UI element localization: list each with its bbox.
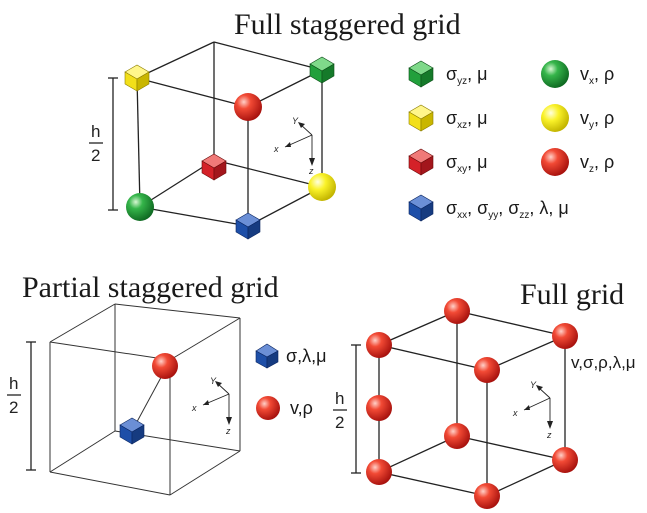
sphere-marker-green-vx (126, 193, 154, 221)
full-grid-sphere (444, 298, 470, 324)
axis-y-label: Y (292, 116, 299, 126)
full-grid-sphere (366, 332, 392, 358)
legend-label-syz: σyz, μ (446, 64, 487, 87)
two-label: 2 (91, 146, 100, 165)
partial-h-half-marker: h 2 (7, 341, 36, 471)
title-full-staggered: Full staggered grid (234, 8, 461, 41)
legend-partial: σ,λ,μ v,ρ (255, 343, 326, 420)
h-label: h (91, 122, 100, 141)
partial-two-label: 2 (9, 398, 18, 417)
legend-label-sxy: σxy, μ (446, 152, 487, 175)
full-grid-axes: Y x z (512, 380, 553, 440)
cube-marker-red-sxy (201, 153, 227, 181)
legend-partial-cube-blue (255, 343, 279, 369)
legend-sphere-red (541, 148, 569, 176)
partial-axis-y-label: Y (210, 376, 217, 386)
partial-axis-x-label: x (191, 403, 197, 413)
axis-z-label: z (308, 166, 314, 176)
legend-sphere-green (541, 60, 569, 88)
legend-sphere-yellow (541, 104, 569, 132)
sphere-marker-yellow-vy (308, 173, 336, 201)
legend-label-vz: vz, ρ (580, 152, 614, 175)
legend-label-sdiag: σxx, σyy, σzz, λ, μ (446, 198, 569, 221)
axis-x-label: x (273, 144, 279, 154)
axes: Y x z (273, 116, 315, 176)
full-grid-cube: h 2 Y x z (333, 298, 578, 509)
legend-label-vx: vx, ρ (580, 64, 614, 87)
legend-label-sxz: σxz, μ (446, 108, 487, 131)
cube-marker-green-syz (309, 56, 335, 84)
cube-front-edges (136, 41, 323, 227)
cube-back-edges (139, 41, 323, 208)
legend-full-grid-label: v,σ,ρ,λ,μ (571, 353, 636, 372)
full-grid-sphere (366, 395, 392, 421)
full-grid-sphere (474, 483, 500, 509)
sphere-marker-red-vz (234, 93, 262, 121)
partial-axes: Y x z (191, 376, 232, 436)
legend-label-vy: vy, ρ (580, 108, 614, 131)
legend-cube-yellow (408, 104, 434, 132)
full-grid-sphere (552, 323, 578, 349)
full-grid-two-label: 2 (335, 413, 344, 432)
title-partial-staggered: Partial staggered grid (22, 271, 279, 304)
partial-sphere-marker-red (152, 353, 178, 379)
full-grid-sphere (474, 357, 500, 383)
cube-marker-blue-sdiag (235, 212, 261, 240)
full-grid-h-label: h (335, 389, 344, 408)
legend-cube-red (408, 148, 434, 176)
legend-cube-green (408, 60, 434, 88)
legend-partial-label-stress: σ,λ,μ (286, 346, 326, 366)
legend-cube-blue (408, 194, 434, 222)
title-full-grid: Full grid (520, 278, 624, 311)
partial-staggered-cube: h 2 Y x z (7, 303, 241, 496)
full-grid-axis-z-label: z (546, 430, 552, 440)
partial-cube-marker-blue (119, 417, 145, 445)
partial-h-label: h (9, 374, 18, 393)
full-staggered-cube: h 2 Y x z (89, 41, 336, 240)
legend-partial-label-velocity: v,ρ (290, 398, 313, 418)
full-grid-axis-x-label: x (512, 408, 518, 418)
h-half-marker: h 2 (89, 77, 118, 211)
full-grid-sphere (552, 447, 578, 473)
full-grid-axis-y-label: Y (530, 380, 537, 390)
full-grid-h-half-marker: h 2 (333, 344, 361, 474)
cube-marker-yellow-sxz (124, 64, 150, 92)
partial-axis-z-label: z (225, 426, 231, 436)
legend-partial-sphere-red (256, 396, 280, 420)
full-grid-sphere (366, 459, 392, 485)
legend-full-staggered: σyz, μ vx, ρ σxz, μ vy, ρ σxy, μ vz, ρ (408, 60, 614, 222)
full-grid-sphere (444, 423, 470, 449)
